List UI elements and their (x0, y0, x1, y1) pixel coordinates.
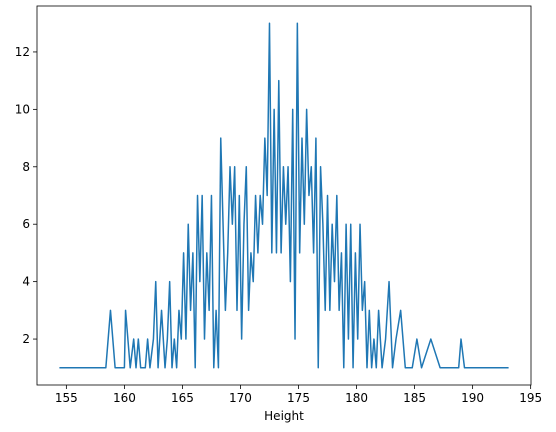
x-tick-label: 190 (461, 391, 484, 405)
y-tick-label: 10 (15, 102, 30, 116)
x-tick-label: 185 (403, 391, 426, 405)
x-tick-label: 160 (113, 391, 136, 405)
axes-frame (36, 5, 532, 386)
y-tick-label: 8 (22, 160, 30, 174)
y-tick-label: 4 (22, 275, 30, 289)
x-tick-label: 180 (345, 391, 368, 405)
x-tick-label: 195 (519, 391, 542, 405)
y-tick-label: 6 (22, 217, 30, 231)
x-tick-label: 175 (287, 391, 310, 405)
x-tick-label: 170 (229, 391, 252, 405)
y-tick-label: 2 (22, 332, 30, 346)
line (59, 22, 509, 369)
x-tick-label: 165 (171, 391, 194, 405)
x-tick-label: 155 (55, 391, 78, 405)
y-tick-label: 12 (15, 45, 30, 59)
x-axis-label: Height (264, 409, 304, 423)
